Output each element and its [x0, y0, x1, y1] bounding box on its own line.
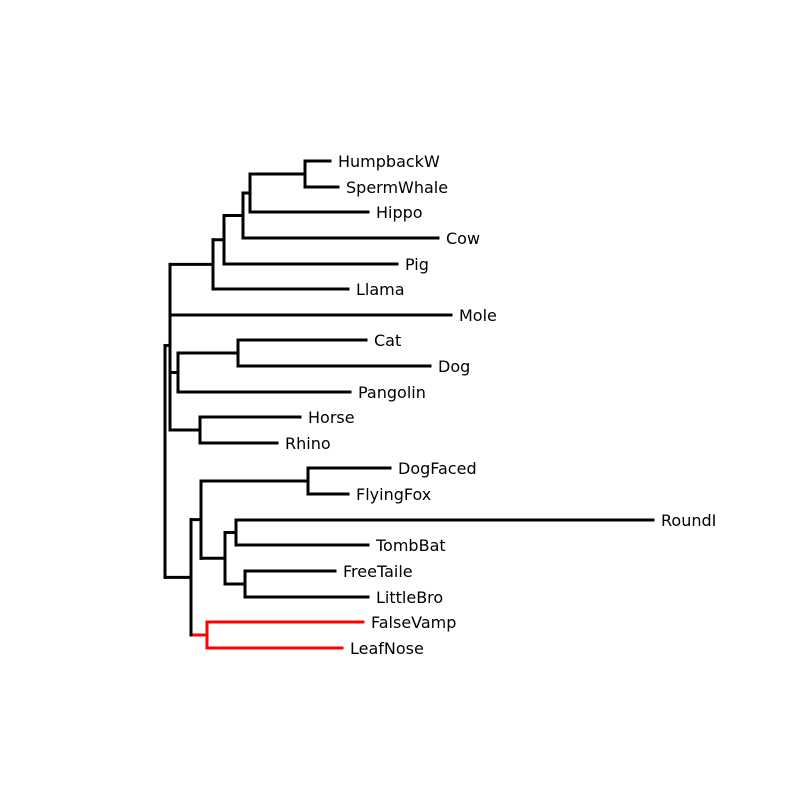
leaf-label-pangolin: Pangolin: [358, 383, 426, 402]
leaf-label-pig: Pig: [405, 255, 429, 274]
leaf-label-roundl: RoundI: [661, 511, 716, 530]
leaf-label-rhino: Rhino: [285, 434, 331, 453]
leaf-label-freetaile: FreeTaile: [343, 562, 413, 581]
leaf-label-cow: Cow: [446, 229, 480, 248]
leaf-label-falsevamp: FalseVamp: [371, 613, 456, 632]
leaf-label-littlebro: LittleBro: [376, 588, 443, 607]
leaf-label-dog: Dog: [438, 357, 470, 376]
leaf-label-hippo: Hippo: [376, 203, 423, 222]
leaf-label-leafnose: LeafNose: [350, 639, 424, 658]
leaf-label-spermwhale: SpermWhale: [346, 178, 448, 197]
leaf-label-cat: Cat: [374, 331, 401, 350]
tree-branches: [163, 159, 655, 650]
leaf-label-mole: Mole: [459, 306, 497, 325]
leaf-label-flyingfox: FlyingFox: [356, 485, 431, 504]
leaf-label-tombbat: TombBat: [375, 536, 446, 555]
leaf-label-humpback: HumpbackW: [338, 152, 440, 171]
leaf-label-horse: Horse: [308, 408, 355, 427]
leaf-label-llama: Llama: [356, 280, 405, 299]
leaf-label-dogfaced: DogFaced: [398, 459, 477, 478]
